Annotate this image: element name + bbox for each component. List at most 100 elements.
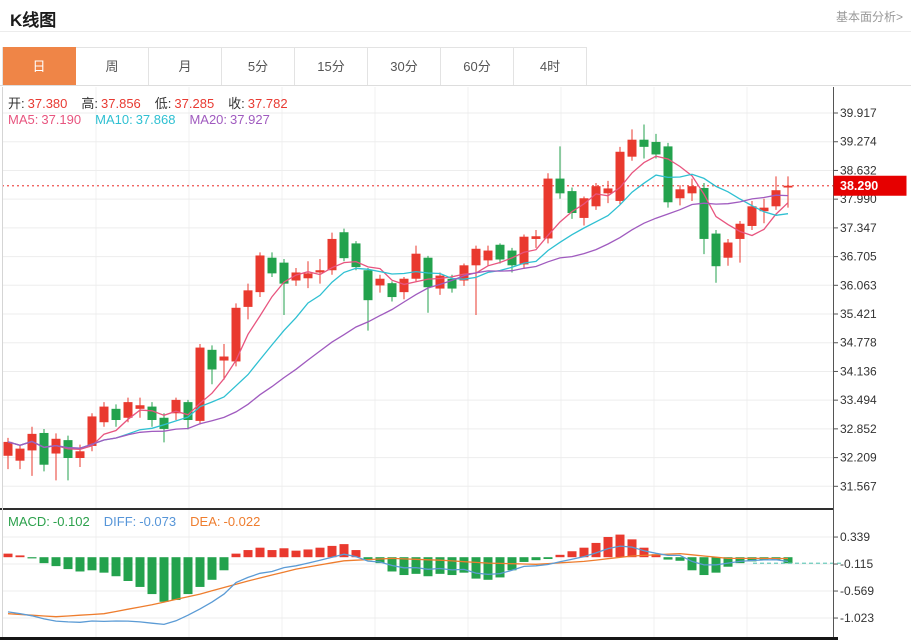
candle[interactable] [651,141,661,155]
macd-bar [303,549,313,558]
candle[interactable] [759,207,769,212]
candle[interactable] [291,272,301,281]
candle[interactable] [363,270,373,301]
price-axis-label: 36.705 [840,250,877,264]
candle[interactable] [771,190,781,207]
candle[interactable] [375,278,385,286]
candle[interactable] [399,278,409,293]
macd-pair: DEA: -0.022 [190,514,260,529]
candle[interactable] [567,191,577,214]
macd-bar [459,557,469,573]
ma-value: 37.190 [41,112,82,127]
candle[interactable] [195,347,205,421]
macd-bar [207,557,217,580]
candle[interactable] [615,151,625,201]
candle[interactable] [351,243,361,268]
period-tabbar: 日周月 5分 15分 30分 60分 4时 [2,47,587,85]
macd-bar [135,557,145,587]
macd-bar [15,555,25,558]
candle[interactable] [15,448,25,461]
candle[interactable] [495,244,505,260]
ohlc-value: 37.285 [174,96,215,111]
tab-5min[interactable]: 5分 [222,47,295,85]
candle[interactable] [663,146,673,203]
candle[interactable] [435,275,445,289]
candle[interactable] [303,273,313,279]
tab-4hour[interactable]: 4时 [514,47,587,85]
tab-15min[interactable]: 15分 [295,47,368,85]
tab-week[interactable]: 周 [76,47,149,85]
candle[interactable] [99,406,109,423]
candle[interactable] [219,356,229,361]
macd-bar [171,557,181,601]
candle[interactable] [183,402,193,421]
current-price-badge [833,175,907,196]
candle[interactable] [519,236,529,265]
macd-bar [639,547,649,558]
candle[interactable] [315,270,325,273]
candle[interactable] [447,278,457,289]
candle[interactable] [579,198,589,218]
candle[interactable] [543,178,553,239]
macd-bar [231,553,241,558]
candle[interactable] [147,406,157,421]
macd-bar [483,557,493,580]
candle[interactable] [327,238,337,271]
macd-value: -0.073 [139,514,177,529]
macd-bar [471,557,481,579]
candle[interactable] [675,189,685,199]
tab-month[interactable]: 月 [149,47,222,85]
candle[interactable] [627,139,637,157]
candle[interactable] [87,416,97,446]
candle[interactable] [483,250,493,261]
candle[interactable] [411,253,421,279]
macd-pair: MACD: -0.102 [8,514,90,529]
ohlc-label: 高: [81,96,99,111]
macd-bar [435,557,445,574]
macd-bar [495,557,505,578]
candle[interactable] [699,187,709,239]
candle[interactable] [471,248,481,266]
macd-bar [123,557,133,581]
macd-bar [687,557,697,571]
candle[interactable] [207,349,217,370]
candle[interactable] [603,188,613,194]
candle[interactable] [339,232,349,259]
candle[interactable] [255,255,265,293]
candle[interactable] [747,206,757,226]
candle[interactable] [723,242,733,258]
candle[interactable] [783,185,793,188]
tab-30min[interactable]: 30分 [368,47,441,85]
ohlc-pair: 低: 37.285 [155,96,214,111]
macd-bar [243,550,253,558]
macd-bar [339,544,349,558]
candle[interactable] [123,402,133,418]
tab-60min[interactable]: 60分 [441,47,514,85]
candle[interactable] [75,451,85,459]
candle[interactable] [171,399,181,414]
candle[interactable] [231,307,241,362]
candle[interactable] [531,236,541,239]
macd-bar [519,557,529,562]
ma20-line [7,194,789,449]
candle[interactable] [711,233,721,267]
tab-day[interactable]: 日 [3,47,76,85]
candle[interactable] [639,139,649,147]
candle[interactable] [591,186,601,207]
candle[interactable] [135,405,145,409]
candle[interactable] [159,417,169,429]
candle[interactable] [243,290,253,307]
candle[interactable] [555,178,565,194]
fundamental-analysis-link[interactable]: 基本面分析> [835,10,903,24]
candle[interactable] [687,186,697,194]
candle[interactable] [279,262,289,284]
candle[interactable] [267,257,277,274]
candle[interactable] [459,265,469,281]
candle[interactable] [387,283,397,298]
candle[interactable] [39,432,49,465]
macd-bar [591,542,601,558]
macd-axis-label: -0.115 [840,557,873,571]
candle[interactable] [3,441,13,456]
candle[interactable] [111,408,121,421]
macd-bar [351,550,361,558]
